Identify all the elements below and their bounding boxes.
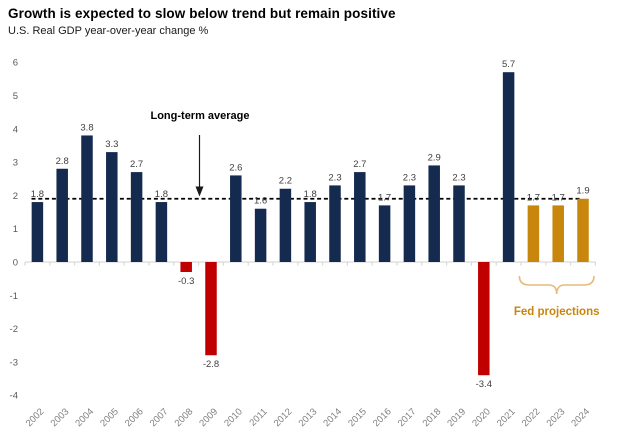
bar-2006 <box>130 172 143 262</box>
year-label-2010: 2010 <box>222 406 245 429</box>
bar-2016 <box>378 205 391 262</box>
value-label-2009: -2.8 <box>203 359 219 370</box>
year-label-2002: 2002 <box>24 406 47 429</box>
bars <box>31 72 589 376</box>
bar-2018 <box>428 165 440 262</box>
bar-2022 <box>527 205 540 262</box>
value-label-2011: 1.6 <box>254 196 267 207</box>
bar-2002 <box>31 202 44 262</box>
bar-2007 <box>155 202 168 262</box>
year-label-2004: 2004 <box>73 406 96 429</box>
y-tick-label: -1 <box>10 291 18 302</box>
bar-2019 <box>453 185 465 262</box>
bar-2005 <box>106 152 118 262</box>
year-label-2023: 2023 <box>545 406 568 429</box>
bar-2020 <box>478 262 490 376</box>
year-label-2011: 2011 <box>247 406 269 428</box>
bar-2021 <box>502 72 515 262</box>
value-label-2021: 5.7 <box>502 59 515 70</box>
value-label-2004: 3.8 <box>80 122 93 133</box>
value-label-2018: 2.9 <box>428 152 441 163</box>
year-label-2009: 2009 <box>197 406 220 429</box>
chart-subtitle: U.S. Real GDP year-over-year change % <box>8 25 209 37</box>
bar-2024 <box>577 198 589 262</box>
year-label-2013: 2013 <box>297 406 320 429</box>
year-label-2008: 2008 <box>173 406 196 429</box>
bar-2010 <box>230 175 242 262</box>
value-label-2006: 2.7 <box>130 159 143 170</box>
value-label-2015: 2.7 <box>353 159 366 170</box>
year-label-2017: 2017 <box>396 406 419 429</box>
y-tick-label: 6 <box>13 58 18 69</box>
y-tick-label: -2 <box>10 324 18 335</box>
value-label-2020: -3.4 <box>476 379 492 390</box>
year-label-2021: 2021 <box>495 406 518 429</box>
year-label-2015: 2015 <box>346 406 369 429</box>
bar-2011 <box>254 208 267 262</box>
year-label-2005: 2005 <box>98 406 121 429</box>
chart-title: Growth is expected to slow below trend b… <box>8 6 396 21</box>
bar-2003 <box>56 168 68 262</box>
value-label-2024: 1.9 <box>576 186 589 197</box>
value-label-2023: 1.7 <box>552 192 565 203</box>
x-axis <box>24 261 597 266</box>
fed-projections-brace <box>518 275 595 295</box>
bar-2015 <box>354 172 366 262</box>
value-label-2013: 1.8 <box>304 189 317 200</box>
bar-2013 <box>304 202 316 262</box>
bar-2004 <box>81 135 93 262</box>
y-tick-label: 1 <box>13 224 18 235</box>
year-label-2018: 2018 <box>421 406 444 429</box>
brace-path <box>518 275 595 295</box>
fed-projections-label: Fed projections <box>513 306 600 318</box>
year-label-2019: 2019 <box>445 406 468 429</box>
y-tick-label: 2 <box>13 191 18 202</box>
value-label-2019: 2.3 <box>452 172 465 183</box>
y-tick-label: 3 <box>13 158 18 169</box>
y-tick-label: 0 <box>13 258 18 269</box>
value-label-2016: 1.7 <box>378 192 391 203</box>
bar-2008 <box>180 262 192 272</box>
value-label-2007: 1.8 <box>155 189 168 200</box>
value-label-2005: 3.3 <box>105 139 118 150</box>
y-tick-label: 4 <box>13 124 18 135</box>
x-axis-year-labels: 2002 2003 2004 2005 2006 2007 2008 2009 2010 2011… <box>24 406 592 429</box>
long-term-average-label: Long-term average <box>150 110 250 122</box>
value-label-2010: 2.6 <box>229 162 242 173</box>
year-label-2022: 2022 <box>520 406 543 429</box>
year-label-2003: 2003 <box>49 406 72 429</box>
value-label-2012: 2.2 <box>279 176 292 187</box>
year-label-2016: 2016 <box>371 406 394 429</box>
y-tick-label: 5 <box>13 91 18 102</box>
value-label-2002: 1.8 <box>31 189 44 200</box>
year-label-2024: 2024 <box>569 406 592 429</box>
bar-2012 <box>279 188 292 262</box>
y-tick-label: -4 <box>10 391 18 402</box>
year-label-2014: 2014 <box>321 406 344 429</box>
y-axis-labels: 6 5 4 3 2 1 0 -1 -2 -3 -4 <box>10 58 18 402</box>
year-label-2012: 2012 <box>272 406 295 429</box>
y-tick-label: -3 <box>10 357 18 368</box>
arrow-head <box>195 186 204 197</box>
bar-2023 <box>552 205 564 262</box>
value-label-2022: 1.7 <box>527 192 540 203</box>
bar-2017 <box>403 185 416 262</box>
year-label-2020: 2020 <box>470 406 493 429</box>
long-term-average-arrow <box>195 135 204 197</box>
bar-2009 <box>205 262 217 356</box>
value-label-2017: 2.3 <box>403 172 416 183</box>
year-label-2007: 2007 <box>148 406 171 429</box>
year-label-2006: 2006 <box>123 406 146 429</box>
value-label-2014: 2.3 <box>328 172 341 183</box>
bar-2014 <box>329 185 341 262</box>
value-labels: 1.8 2.8 3.8 3.3 2.7 1.8 -0.3 -2.8 2.6 1.6 2.2 1.8 2.… <box>31 59 590 390</box>
value-label-2008: -0.3 <box>178 276 194 287</box>
value-label-2003: 2.8 <box>56 156 69 167</box>
